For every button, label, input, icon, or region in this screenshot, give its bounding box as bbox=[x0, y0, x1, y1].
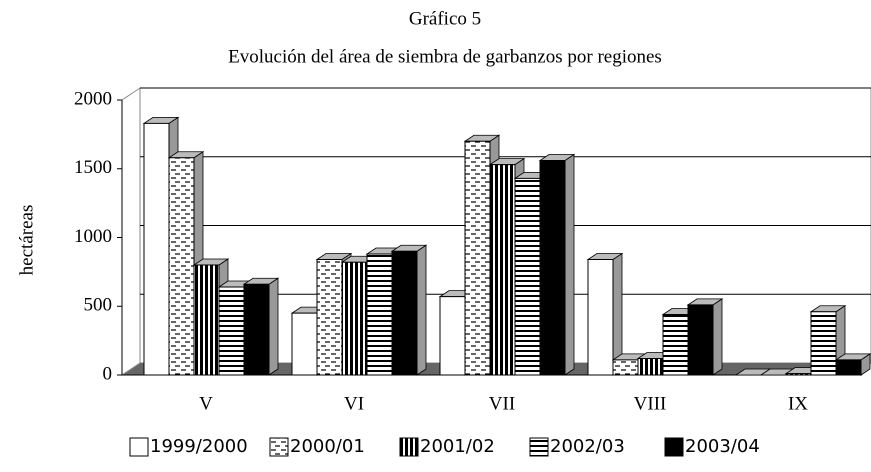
bar bbox=[341, 261, 368, 376]
x-tick-label: VII bbox=[489, 393, 515, 414]
bar bbox=[539, 160, 566, 376]
y-tick-label: 0 bbox=[103, 363, 113, 384]
legend-label: 2002/03 bbox=[550, 436, 625, 457]
bar-side bbox=[564, 153, 575, 376]
legend-swatch bbox=[129, 437, 149, 457]
bar bbox=[785, 373, 812, 376]
side-wall bbox=[121, 87, 141, 376]
bar bbox=[316, 259, 343, 376]
bar bbox=[687, 304, 714, 376]
bar-side bbox=[416, 244, 427, 376]
bar bbox=[637, 358, 664, 376]
bar bbox=[143, 122, 170, 376]
bar bbox=[243, 283, 270, 376]
bar bbox=[168, 157, 195, 376]
bar bbox=[587, 259, 614, 376]
bar bbox=[366, 253, 393, 376]
bar bbox=[489, 164, 516, 376]
bar bbox=[439, 296, 466, 376]
legend-label: 2001/02 bbox=[420, 436, 495, 457]
y-tick-label: 2000 bbox=[74, 88, 112, 109]
bar bbox=[514, 177, 541, 376]
x-tick-label: V bbox=[199, 393, 213, 414]
bar bbox=[218, 286, 245, 376]
legend-label: 2003/04 bbox=[685, 436, 760, 457]
legend-swatch bbox=[664, 437, 684, 457]
legend-swatch bbox=[399, 437, 419, 457]
y-tick-label: 500 bbox=[84, 295, 113, 316]
bar-side bbox=[712, 298, 723, 376]
bar bbox=[835, 359, 862, 376]
legend-label: 2000/01 bbox=[290, 436, 365, 457]
chart-subtitle: Evolución del área de siembra de garbanz… bbox=[228, 46, 662, 67]
y-tick-label: 1500 bbox=[74, 157, 112, 178]
bar bbox=[464, 140, 491, 376]
bar bbox=[612, 359, 639, 376]
legend-label: 1999/2000 bbox=[150, 436, 248, 457]
legend-swatch bbox=[529, 437, 549, 457]
bar bbox=[291, 312, 318, 376]
bar bbox=[662, 314, 689, 376]
x-tick-label: VI bbox=[344, 393, 364, 414]
y-axis-label: hectáreas bbox=[16, 205, 37, 276]
x-tick-label: VIII bbox=[634, 393, 667, 414]
y-tick-label: 1000 bbox=[74, 226, 112, 247]
bar bbox=[391, 250, 418, 376]
legend-swatch bbox=[269, 437, 289, 457]
bar-side bbox=[268, 277, 279, 376]
chart-title: Gráfico 5 bbox=[409, 8, 481, 29]
bar bbox=[193, 264, 220, 376]
bar bbox=[810, 311, 837, 376]
x-tick-label: IX bbox=[788, 393, 808, 414]
